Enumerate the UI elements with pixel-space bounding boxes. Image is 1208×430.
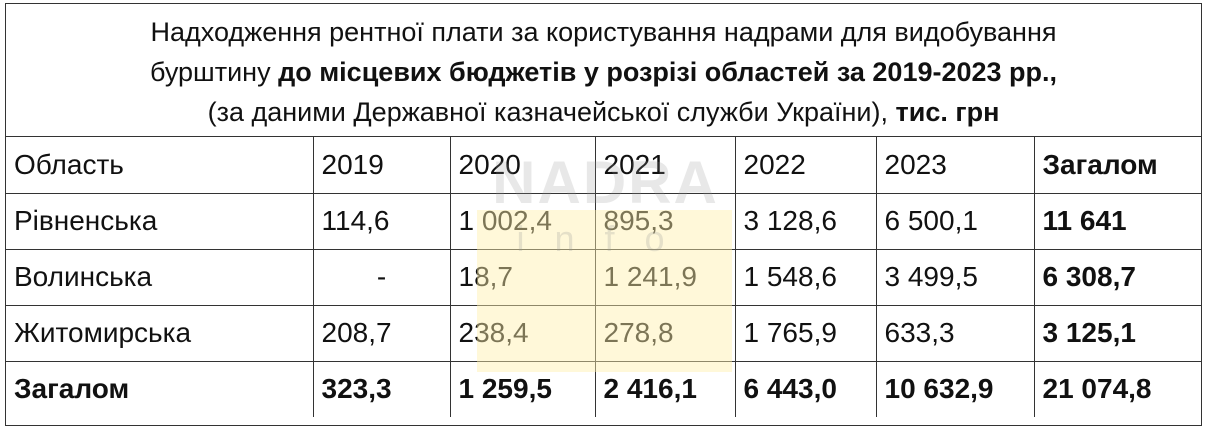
row-total-cell: 6 308,7: [1033, 248, 1201, 306]
total-value-cell: 2 416,1: [594, 360, 736, 417]
header-cell-2022: 2022: [734, 137, 877, 194]
row-value-cell: 1 002,4: [449, 192, 596, 250]
row-value-cell: 1 548,6: [734, 248, 877, 306]
watermark-logo: NADRA: [492, 149, 719, 216]
row-value-cell: 278,8: [594, 304, 736, 362]
header-cell-region: Область: [6, 137, 314, 194]
row-region-cell: Житомирська: [6, 304, 314, 362]
title-line-2-normal: бурштину: [149, 57, 279, 87]
header-cell-total: Загалом: [1033, 137, 1201, 194]
header-row: Область 2019 2020 2021 2022 2023 Загалом: [6, 137, 1201, 194]
row-value-cell: 114,6: [312, 192, 451, 250]
watermark-logo-sub: info: [516, 218, 695, 259]
row-value-cell: 3 128,6: [734, 192, 877, 250]
total-row: Загалом 323,3 1 259,5 2 416,1 6 443,0 10…: [6, 360, 1201, 417]
row-value-cell: -: [312, 248, 451, 306]
watermark-block: [477, 210, 732, 372]
title-line-2-bold: до місцевих бюджетів у розрізі областей …: [278, 57, 1058, 87]
data-table: Область 2019 2020 2021 2022 2023 Загалом…: [6, 137, 1201, 417]
table-row: Житомирська 208,7 238,4 278,8 1 765,9 63…: [6, 304, 1201, 362]
report-table-frame: Надходження рентної плати за користуванн…: [5, 3, 1202, 426]
row-value-cell: 633,3: [875, 304, 1035, 362]
row-region-cell: Рівненська: [6, 192, 314, 250]
row-region-cell: Волинська: [6, 248, 314, 306]
title-line-2: бурштину до місцевих бюджетів у розрізі …: [6, 52, 1201, 92]
header-cell-2019: 2019: [312, 137, 451, 194]
row-total-cell: 11 641: [1033, 192, 1201, 250]
row-value-cell: 238,4: [449, 304, 596, 362]
row-value-cell: 6 500,1: [875, 192, 1035, 250]
total-value-cell: 323,3: [312, 360, 451, 417]
total-label-cell: Загалом: [6, 360, 314, 417]
table-row: Рівненська 114,6 1 002,4 895,3 3 128,6 6…: [6, 192, 1201, 250]
total-value-cell: 1 259,5: [449, 360, 596, 417]
header-cell-2023: 2023: [875, 137, 1035, 194]
title-line-1: Надходження рентної плати за користуванн…: [150, 17, 1057, 47]
title-line-3-normal: (за даними Державної казначейської служб…: [207, 97, 896, 127]
grand-total-cell: 21 074,8: [1033, 360, 1201, 417]
total-value-cell: 6 443,0: [734, 360, 877, 417]
row-value-cell: 3 499,5: [875, 248, 1035, 306]
table-row: Волинська - 18,7 1 241,9 1 548,6 3 499,5…: [6, 248, 1201, 306]
row-value-cell: 208,7: [312, 304, 451, 362]
row-value-cell: 1 241,9: [594, 248, 736, 306]
row-value-cell: 1 765,9: [734, 304, 877, 362]
total-value-cell: 10 632,9: [875, 360, 1035, 417]
title-line-3: (за даними Державної казначейської служб…: [6, 92, 1201, 132]
table-title: Надходження рентної плати за користуванн…: [6, 4, 1201, 137]
row-value-cell: 18,7: [449, 248, 596, 306]
title-line-3-bold: тис. грн: [895, 97, 1000, 127]
row-total-cell: 3 125,1: [1033, 304, 1201, 362]
